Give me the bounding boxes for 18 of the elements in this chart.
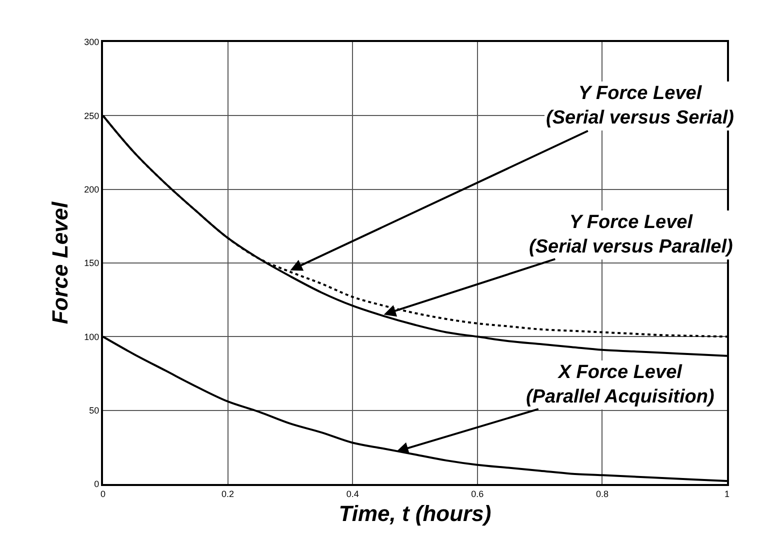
- annotation: Y Force Level (Serial versus Serial): [546, 83, 734, 129]
- x-tick-label: 1: [724, 488, 730, 499]
- y-tick-label: 200: [84, 184, 100, 194]
- y-tick-label: 100: [84, 332, 100, 342]
- x-tick-label: 0.8: [596, 488, 608, 499]
- x-axis-title: Time, t (hours): [338, 501, 492, 526]
- x-tick-label: 0: [100, 488, 106, 499]
- y-tick-label: 300: [84, 37, 100, 48]
- x-tick-label: 0.2: [222, 488, 234, 499]
- y-tick-label: 250: [84, 110, 100, 121]
- y-tick-label: 50: [89, 405, 100, 416]
- x-tick-label: 0.6: [471, 488, 484, 499]
- y-tick-label: 0: [94, 479, 100, 490]
- y-axis-title: Force Level: [47, 200, 72, 324]
- x-tick-label: 0.4: [346, 488, 359, 499]
- annotation: Y Force Level (Serial versus Parallel): [529, 212, 733, 258]
- y-tick-label: 150: [84, 258, 100, 268]
- annotation: X Force Level (Parallel Acquisition): [526, 362, 714, 408]
